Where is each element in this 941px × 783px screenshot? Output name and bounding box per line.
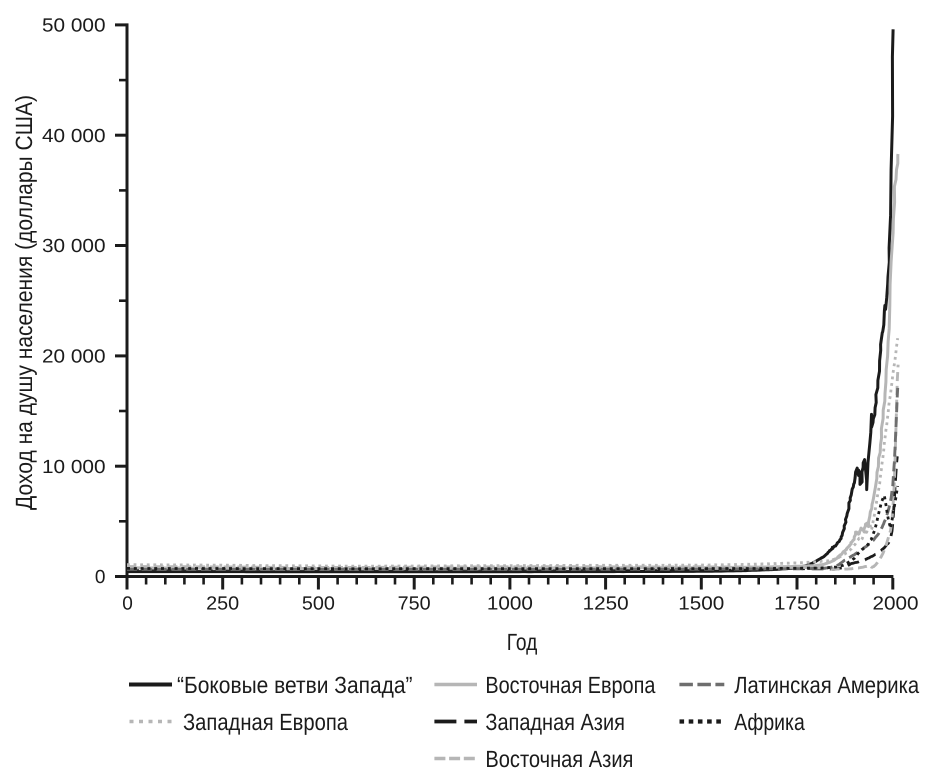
svg-text:Год: Год (507, 629, 538, 655)
svg-text:10 000: 10 000 (42, 457, 106, 478)
svg-text:50 000: 50 000 (42, 16, 106, 37)
svg-text:Латинская Америка: Латинская Америка (734, 672, 920, 698)
svg-text:0: 0 (95, 567, 106, 588)
svg-text:2000: 2000 (873, 594, 919, 615)
svg-text:Западная Европа: Западная Европа (183, 709, 349, 735)
svg-text:“Боковые ветви Запада”: “Боковые ветви Запада” (177, 672, 413, 698)
svg-text:1500: 1500 (678, 594, 724, 615)
svg-text:500: 500 (302, 594, 335, 615)
svg-text:Восточная Европа: Восточная Европа (485, 672, 656, 698)
svg-text:0: 0 (122, 594, 133, 615)
svg-text:Западная Азия: Западная Азия (485, 709, 625, 735)
svg-text:1750: 1750 (774, 594, 820, 615)
svg-text:20 000: 20 000 (42, 347, 106, 368)
svg-text:Африка: Африка (734, 709, 805, 735)
svg-text:1250: 1250 (583, 594, 629, 615)
svg-text:30 000: 30 000 (42, 236, 106, 257)
svg-text:Доход на душу населения (долла: Доход на душу населения (доллары США) (11, 95, 37, 510)
svg-text:250: 250 (206, 594, 239, 615)
svg-text:750: 750 (398, 594, 431, 615)
svg-text:1000: 1000 (487, 594, 533, 615)
svg-text:40 000: 40 000 (42, 126, 106, 147)
svg-text:Восточная Азия: Восточная Азия (485, 746, 633, 772)
